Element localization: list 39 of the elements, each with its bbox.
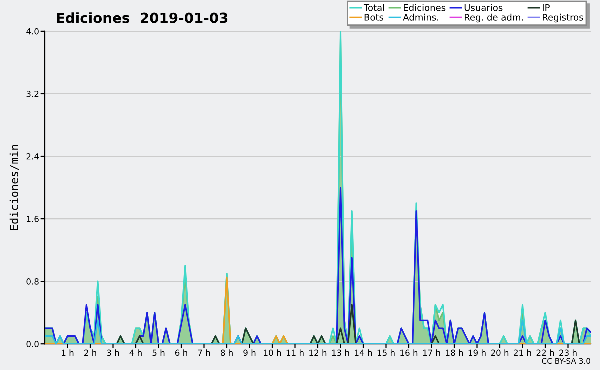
- x-tick-label: 8 h: [220, 350, 233, 356]
- x-tick-label: 13 h: [332, 350, 350, 356]
- x-tick-label: 12 h: [310, 350, 327, 356]
- x-tick-label: 6 h: [175, 350, 188, 356]
- x-tick-label: 22 h: [536, 350, 554, 356]
- x-tick-label: 5 h: [152, 350, 165, 356]
- x-tick-label: 7 h: [198, 350, 210, 356]
- y-tick-label: 4.0: [26, 28, 39, 35]
- chart-title: Ediciones 2019-01-03: [57, 12, 228, 24]
- x-tick-label: 17 h: [423, 350, 440, 356]
- x-tick-label: 18 h: [446, 350, 464, 356]
- legend-label: Admins.: [403, 14, 439, 21]
- y-axis-title: Ediciones/min: [10, 145, 20, 230]
- y-tick-label: 0.8: [26, 278, 39, 285]
- x-tick-label: 15 h: [378, 350, 395, 356]
- legend-label: Total: [364, 4, 384, 12]
- x-tick-label: 11 h: [286, 350, 304, 356]
- x-tick-label: 2 h: [84, 350, 96, 356]
- x-tick-label: 19 h: [468, 350, 486, 356]
- x-tick-label: 23 h: [560, 350, 577, 356]
- x-tick-label: 1 h: [62, 350, 74, 356]
- legend-label: Ediciones: [404, 4, 446, 12]
- legend-label: Reg. de adm.: [465, 14, 524, 23]
- x-tick-label: 16 h: [400, 350, 418, 356]
- legend-label: Bots: [364, 14, 384, 21]
- x-tick-label: 4 h: [130, 350, 142, 356]
- y-tick-label: 3.2: [26, 90, 39, 98]
- x-tick-label: 9 h: [244, 350, 256, 356]
- y-tick-label: 2.4: [26, 153, 39, 160]
- x-tick-label: 10 h: [264, 350, 282, 356]
- x-tick-label: 3 h: [107, 350, 120, 356]
- y-tick-label: 1.6: [27, 216, 39, 222]
- y-tick-label: 0.0: [26, 341, 39, 348]
- legend-label: IP: [543, 4, 550, 12]
- legend-label: Registros: [543, 14, 584, 23]
- x-tick-label: 20 h: [491, 350, 509, 356]
- x-tick-label: 14 h: [355, 350, 372, 356]
- legend-label: Usuarios: [464, 4, 503, 12]
- x-tick-label: 21 h: [514, 350, 532, 356]
